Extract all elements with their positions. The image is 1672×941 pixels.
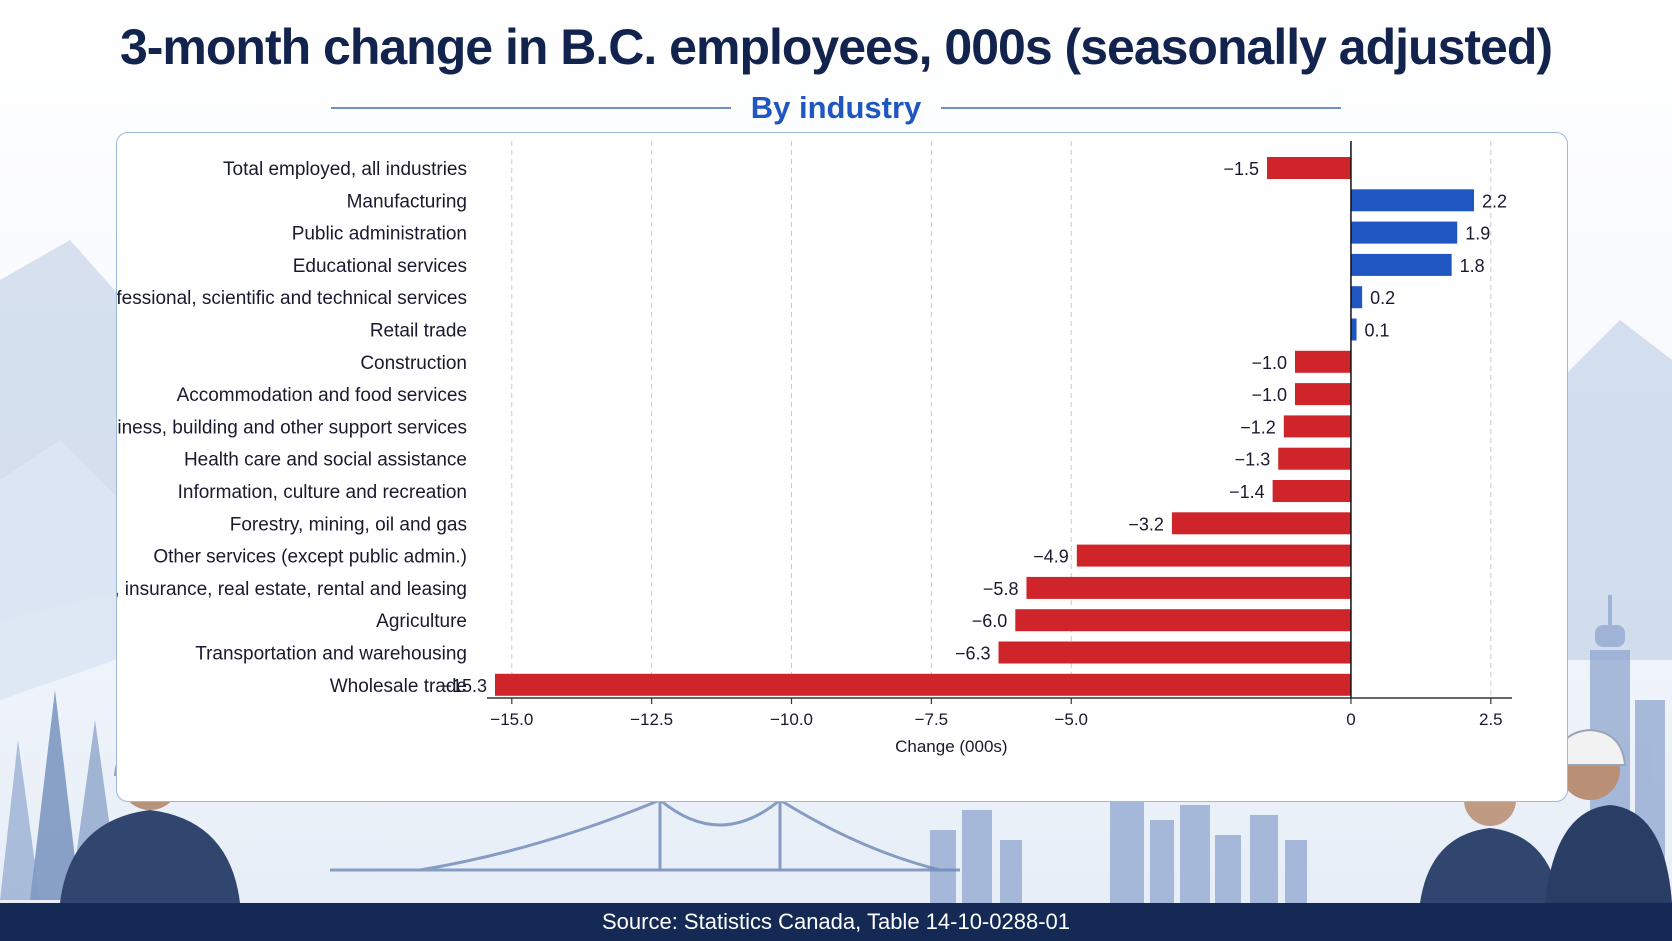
value-label: −1.0 xyxy=(1251,385,1287,405)
chart-bar xyxy=(1076,544,1351,567)
value-label: 1.8 xyxy=(1460,256,1485,276)
chart-bar xyxy=(1283,415,1351,438)
value-label: −4.9 xyxy=(1033,547,1069,567)
source-footer: Source: Statistics Canada, Table 14-10-0… xyxy=(0,903,1672,941)
category-label: Agriculture xyxy=(376,611,467,632)
chart-bar xyxy=(1295,350,1351,373)
chart-bar xyxy=(998,641,1351,664)
category-label: Forestry, mining, oil and gas xyxy=(230,514,467,535)
category-label: Total employed, all industries xyxy=(223,159,467,180)
value-label: −1.4 xyxy=(1229,482,1265,502)
chart-bar xyxy=(1171,512,1351,535)
chart-bar xyxy=(1350,189,1475,212)
x-axis-label: Change (000s) xyxy=(895,737,1007,756)
value-label: −6.0 xyxy=(972,611,1008,631)
chart-bar xyxy=(1267,157,1351,179)
category-label: Business, building and other support ser… xyxy=(117,417,467,438)
chart-bar xyxy=(1350,318,1357,341)
x-tick-label: −5.0 xyxy=(1054,710,1088,729)
category-label: Other services (except public admin.) xyxy=(153,547,467,568)
chart-bar xyxy=(1026,576,1351,599)
category-label: Information, culture and recreation xyxy=(178,482,467,503)
value-label: 0.1 xyxy=(1365,321,1390,341)
source-text: Source: Statistics Canada, Table 14-10-0… xyxy=(602,909,1070,934)
x-tick-label: 0 xyxy=(1346,710,1355,729)
category-label: Educational services xyxy=(293,256,467,277)
x-tick-label: −10.0 xyxy=(770,710,813,729)
value-label: −1.5 xyxy=(1223,159,1259,179)
value-label: −6.3 xyxy=(955,644,991,664)
bridge xyxy=(330,798,960,872)
chart-bar xyxy=(1295,383,1351,406)
chart-bar xyxy=(1350,286,1363,309)
mountain-right xyxy=(1560,320,1672,660)
tree-icon xyxy=(0,740,40,900)
category-label: Retail trade xyxy=(370,321,467,342)
chart-bar xyxy=(1278,447,1351,470)
value-label: 1.9 xyxy=(1465,224,1490,244)
page-title: 3-month change in B.C. employees, 000s (… xyxy=(119,19,1553,75)
category-label: Manufacturing xyxy=(347,191,467,212)
page-subtitle: By industry xyxy=(750,90,922,125)
chart-bar xyxy=(1015,609,1351,632)
category-label: Finance, insurance, real estate, rental … xyxy=(117,579,467,600)
chart-bar xyxy=(1272,480,1351,502)
category-label: Health care and social assistance xyxy=(184,450,467,471)
tree-icon xyxy=(30,690,80,900)
chart-bar xyxy=(1350,253,1452,276)
x-tick-label: 2.5 xyxy=(1479,710,1503,729)
x-tick-label: −12.5 xyxy=(630,710,673,729)
subtitle-rule-right xyxy=(941,107,1342,109)
value-label: −1.0 xyxy=(1251,353,1287,373)
value-label: 0.2 xyxy=(1370,288,1395,308)
category-label: Professional, scientific and technical s… xyxy=(117,288,467,309)
category-label: Accommodation and food services xyxy=(177,385,467,406)
chart-bar xyxy=(495,673,1351,696)
bar-chart: Total employed, all industries −1.5 Manufa… xyxy=(117,141,1512,756)
chart-bar xyxy=(1350,221,1458,244)
chart-panel: Total employed, all industries −1.5 Manufa… xyxy=(116,132,1568,802)
x-tick-label: −15.0 xyxy=(490,710,533,729)
subtitle-row: By industry xyxy=(0,88,1672,128)
category-label: Wholesale trade xyxy=(330,676,467,697)
value-label: −1.2 xyxy=(1240,417,1276,437)
x-tick-label: −7.5 xyxy=(915,710,949,729)
value-label: 2.2 xyxy=(1482,191,1507,211)
value-label: −5.8 xyxy=(983,579,1019,599)
category-label: Construction xyxy=(360,353,467,374)
subtitle-rule-left xyxy=(330,107,731,109)
value-label: −3.2 xyxy=(1128,514,1164,534)
category-label: Transportation and warehousing xyxy=(195,644,467,665)
value-label: −1.3 xyxy=(1235,450,1271,470)
worker-right-2 xyxy=(1545,728,1672,903)
category-label: Public administration xyxy=(292,224,467,245)
value-label: −15.3 xyxy=(441,676,487,696)
